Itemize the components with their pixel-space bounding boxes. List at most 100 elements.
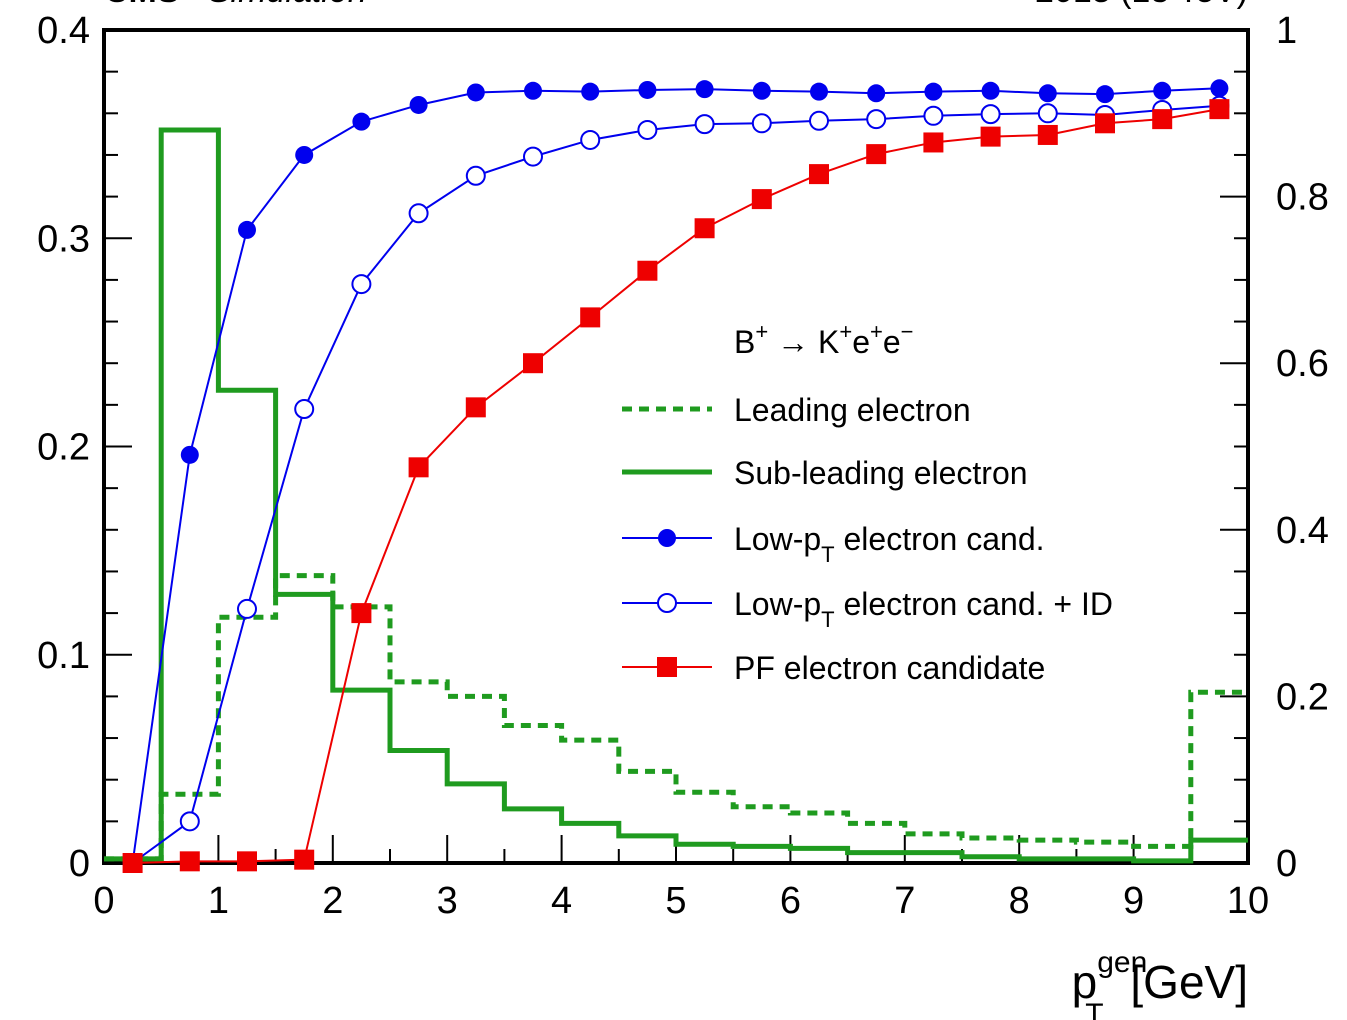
- legend-label-subleading: Sub-leading electron: [734, 455, 1028, 491]
- legend-marker-lowpt-id: [657, 593, 677, 613]
- series-lowpt-point: [638, 80, 657, 99]
- series-pf-point: [1209, 99, 1230, 120]
- series-lowpt-id-line: [132, 104, 1220, 864]
- series-lowpt-point: [1153, 81, 1172, 100]
- series-pf-point: [351, 603, 372, 624]
- series-lowpt-id-point: [465, 165, 486, 186]
- y-right-tick-label: 0.2: [1276, 676, 1329, 718]
- histogram-subleading-electron: [104, 127, 1248, 864]
- series-lowpt-point: [1038, 84, 1057, 103]
- series-pf-point: [980, 126, 1001, 147]
- series-lowpt-id-point: [751, 113, 772, 134]
- series-pf-point: [294, 849, 315, 870]
- x-tick-label: 0: [93, 880, 114, 922]
- series-lowpt-id-point: [980, 104, 1001, 125]
- x-tick-label: 2: [322, 880, 343, 922]
- y-left-tick-label: 0.4: [37, 10, 90, 52]
- series-lowpt-point: [1210, 79, 1229, 98]
- y-right-tick-label: 0.4: [1276, 510, 1329, 552]
- x-tick-label: 5: [665, 880, 686, 922]
- series-pf-point: [809, 164, 829, 185]
- series-lowpt-id-point: [694, 114, 715, 135]
- series-lowpt-id-point: [237, 598, 257, 619]
- x-tick-label: 4: [551, 880, 572, 922]
- legend: B+ → K+e+e− Leading electron Sub-leading…: [622, 319, 1113, 686]
- series-lowpt-id-point: [580, 129, 601, 150]
- x-tick-label: 10: [1227, 880, 1269, 922]
- series-pf-point: [179, 851, 200, 872]
- series-lowpt-id-point: [351, 274, 372, 295]
- series-lowpt-point: [238, 220, 256, 239]
- legend-marker-lowpt: [658, 529, 676, 547]
- x-tick-label: 3: [437, 880, 458, 922]
- x-tick-label: 8: [1009, 880, 1030, 922]
- x-axis-title-unit: [GeV]: [1118, 956, 1248, 1008]
- header-simulation-label: Simulation: [208, 0, 367, 10]
- series-pf-point: [465, 397, 486, 418]
- series-lowpt-line: [131, 87, 1220, 864]
- header: CMS Simulation 2018 (13 TeV): [104, 0, 1248, 10]
- series-pf-point: [580, 307, 601, 328]
- series-pf-point: [923, 132, 944, 153]
- series-lowpt-id-point: [179, 811, 200, 832]
- series-pf-point: [637, 260, 658, 281]
- series-lowpt-point: [981, 81, 1000, 100]
- series-pf-point: [1152, 109, 1173, 130]
- x-tick-label: 1: [208, 880, 229, 922]
- series-lowpt-id-point: [408, 203, 429, 224]
- series-lowpt-id-point: [809, 110, 829, 131]
- series-pf-point: [694, 218, 715, 239]
- x-tick-label: 9: [1123, 880, 1144, 922]
- histogram-layer: [104, 127, 1248, 864]
- series-lowpt-id-point: [866, 109, 887, 130]
- x-axis-title: pgen T [GeV]: [1072, 946, 1248, 1020]
- series-pf-point: [1037, 124, 1058, 145]
- header-run-label: 2018 (13 TeV): [1035, 0, 1248, 10]
- y-right-tick-label: 0: [1276, 843, 1297, 885]
- y-left-tick-label: 0.1: [37, 635, 90, 677]
- series-lowpt-id-point: [523, 146, 543, 167]
- series-lowpt-point: [581, 82, 600, 101]
- legend-label-leading: Leading electron: [734, 392, 971, 428]
- y-left-tick-label: 0.2: [37, 427, 90, 469]
- series-pf-point: [122, 853, 143, 873]
- series-lowpt-point: [752, 81, 771, 100]
- x-axis-title-main: p: [1072, 956, 1098, 1008]
- series-lowpt-point: [924, 82, 943, 101]
- series-pf-point: [523, 353, 543, 374]
- y-right-tick-label: 0.6: [1276, 343, 1329, 385]
- series-layer: [122, 79, 1230, 873]
- series-lowpt-point: [1096, 85, 1114, 104]
- y-left-tick-label: 0: [69, 843, 90, 885]
- series-lowpt-point: [867, 84, 886, 103]
- x-axis-title-sub: T: [1085, 998, 1103, 1020]
- header-experiment: CMS: [104, 0, 180, 10]
- legend-label-lowpt: Low-pT electron cand.: [734, 521, 1045, 567]
- series-lowpt-point: [180, 445, 199, 464]
- series-lowpt-point: [466, 83, 485, 102]
- series-lowpt-point: [352, 112, 371, 131]
- legend-marker-pf: [657, 657, 677, 677]
- x-tick-label: 6: [780, 880, 801, 922]
- series-lowpt-id-point: [1037, 103, 1058, 124]
- series-lowpt-id-point: [637, 119, 658, 140]
- y-right-tick-label: 0.8: [1276, 177, 1329, 219]
- series-pf-line: [132, 108, 1220, 864]
- series-lowpt-point: [810, 82, 828, 101]
- y-right-tick-label: 1: [1276, 10, 1297, 52]
- legend-label-lowpt-id: Low-pT electron cand. + ID: [734, 586, 1113, 632]
- y-left-tick-label: 0.3: [37, 218, 90, 260]
- series-lowpt-point: [524, 81, 542, 100]
- series-pf-point: [408, 457, 429, 478]
- series-pf-point: [1095, 113, 1115, 134]
- series-lowpt-point: [295, 145, 314, 164]
- series-pf-point: [751, 189, 772, 210]
- series-lowpt-id-point: [923, 105, 944, 126]
- x-tick-label: 7: [894, 880, 915, 922]
- series-pf-point: [866, 144, 887, 165]
- legend-label-pf: PF electron candidate: [734, 650, 1045, 686]
- series-lowpt-point: [409, 95, 428, 114]
- x-axis-title-sup: gen: [1097, 946, 1147, 979]
